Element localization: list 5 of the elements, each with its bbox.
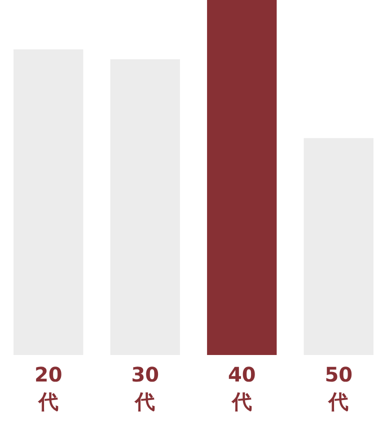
x-tick-label: 40代	[228, 362, 256, 414]
bar	[207, 0, 277, 355]
x-tick-label: 50代	[324, 362, 353, 414]
x-tick-label: 30代	[131, 362, 160, 414]
x-tick-label: 20代	[34, 362, 62, 414]
